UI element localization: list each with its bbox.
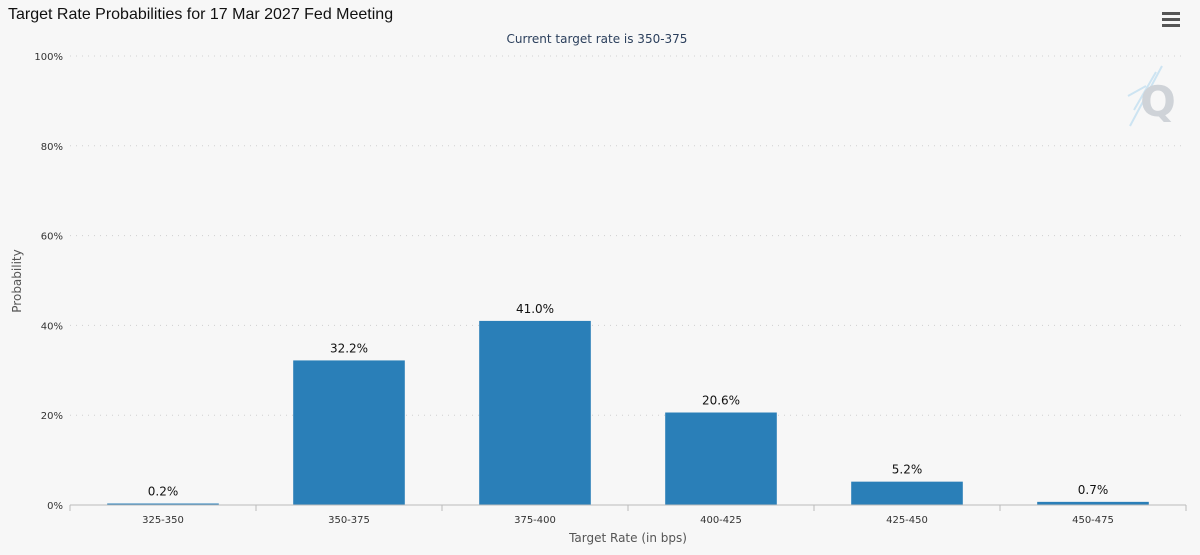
y-tick-label: 100% [34, 52, 63, 63]
y-tick-label: 80% [41, 142, 63, 153]
y-axis-title: Probability [10, 249, 24, 312]
y-axis-ticks: 0% 20% 40% 60% 80% 100% [34, 52, 63, 512]
x-tick-label-450-475: 450-475 [1072, 515, 1114, 526]
x-tick-label-400-425: 400-425 [700, 515, 742, 526]
data-label-425-450: 5.2% [892, 463, 923, 477]
x-tick-label-350-375: 350-375 [328, 515, 370, 526]
y-tick-label: 60% [41, 232, 63, 243]
hamburger-menu-icon[interactable] [1162, 12, 1180, 28]
data-label-450-475: 0.7% [1078, 483, 1109, 497]
bar-450-475[interactable] [1037, 501, 1149, 505]
data-label-375-400: 41.0% [516, 302, 554, 316]
data-label-325-350: 0.2% [148, 485, 179, 499]
data-label-400-425: 20.6% [702, 394, 740, 408]
grid-lines [70, 55, 1186, 416]
quikstrike-q-logo-icon: Q [1127, 65, 1176, 127]
data-labels: 0.2% 32.2% 41.0% 20.6% 5.2% 0.7% [148, 302, 1109, 499]
x-axis-title: Target Rate (in bps) [568, 531, 687, 545]
y-tick-label: 40% [41, 321, 63, 332]
bar-400-425[interactable] [665, 412, 777, 505]
bars [107, 320, 1149, 506]
y-tick-label: 20% [41, 411, 63, 422]
x-tick-label-375-400: 375-400 [514, 515, 556, 526]
chart-subtitle: Current target rate is 350-375 [507, 32, 688, 46]
x-axis-ticks: 325-350 350-375 375-400 400-425 425-450 450-4… [69, 505, 1187, 526]
bar-350-375[interactable] [293, 360, 405, 505]
bar-375-400[interactable] [479, 320, 591, 505]
x-tick-label-425-450: 425-450 [886, 515, 928, 526]
data-label-350-375: 32.2% [330, 341, 368, 355]
x-tick-label-325-350: 325-350 [142, 515, 184, 526]
bar-325-350[interactable] [107, 503, 219, 506]
y-tick-label: 0% [47, 501, 63, 512]
page-title: Target Rate Probabilities for 17 Mar 202… [8, 6, 394, 23]
bar-425-450[interactable] [851, 481, 963, 505]
watermark-letter: Q [1140, 77, 1176, 126]
